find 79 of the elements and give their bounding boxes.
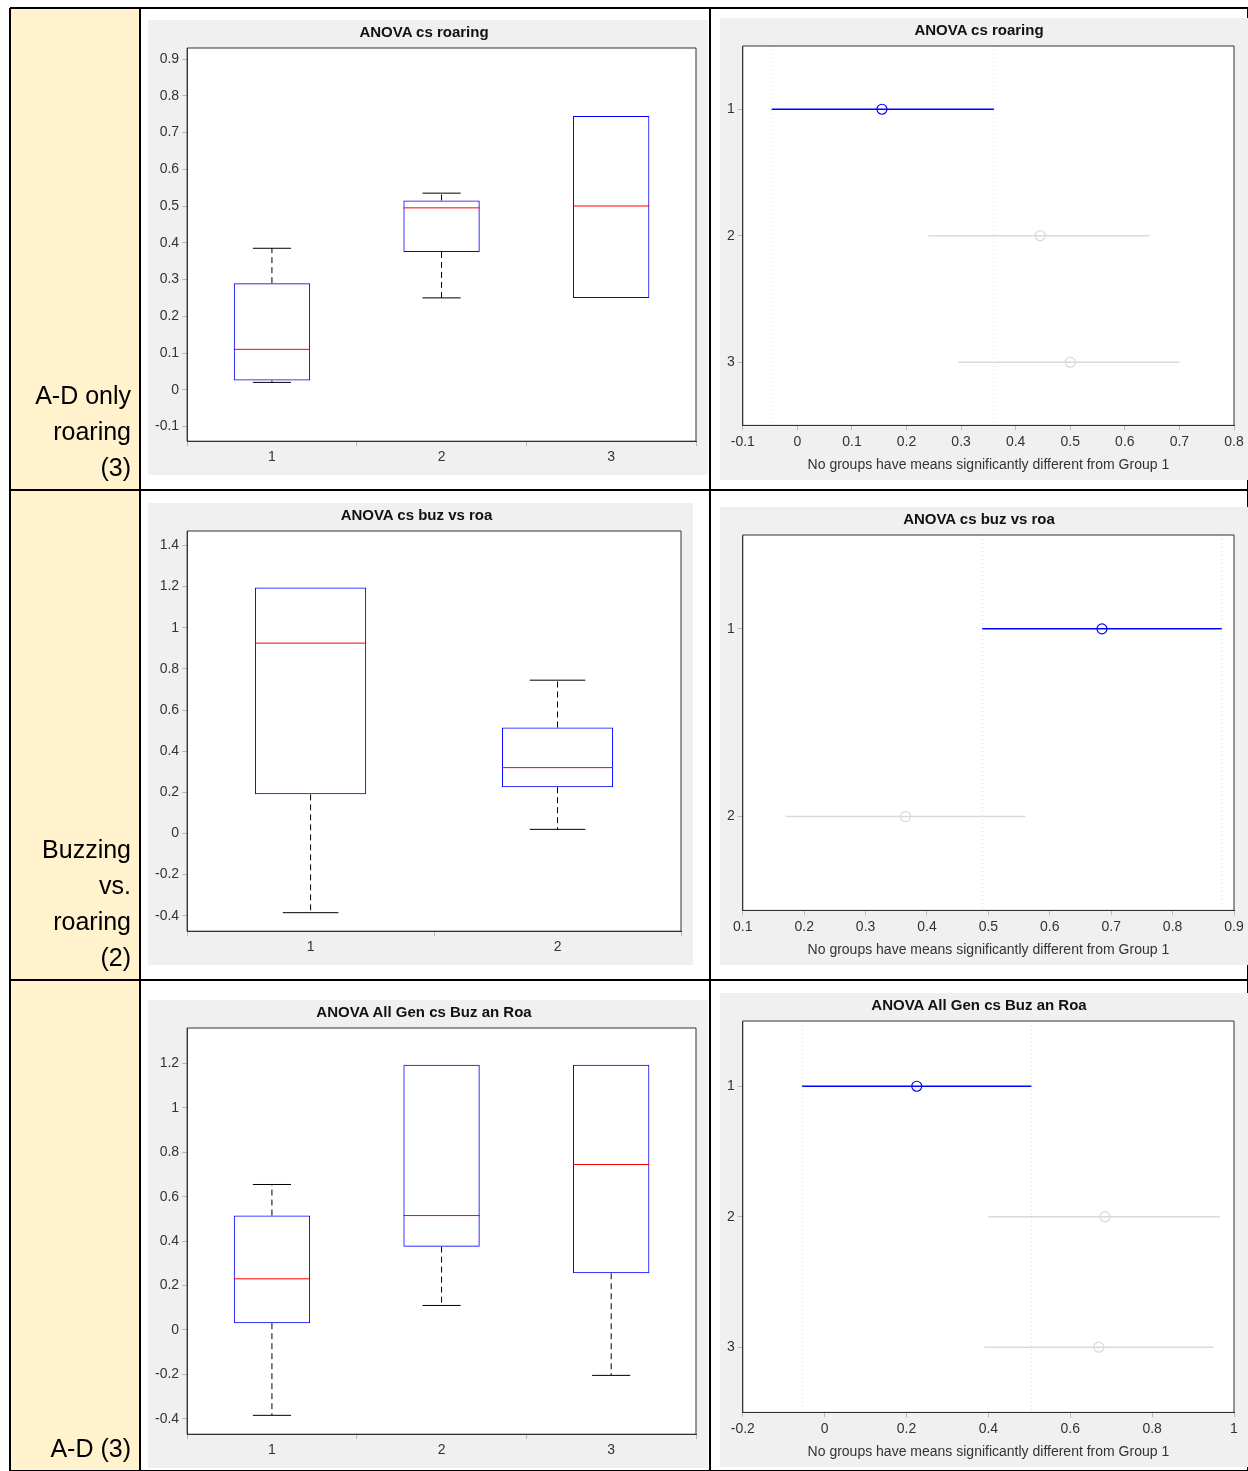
y-tick-label: 1 xyxy=(726,1077,735,1094)
y-tick-label: 3 xyxy=(726,1338,735,1355)
x-tick-label: 0.4 xyxy=(978,1419,999,1436)
x-tick-label: 0 xyxy=(793,432,802,449)
x-tick-label: 3 xyxy=(607,1441,616,1458)
y-tick-label: 2 xyxy=(726,1207,735,1224)
y-tick-label: -0.2 xyxy=(155,865,180,882)
y-tick-label: 0.2 xyxy=(159,783,180,800)
x-axis-title: No groups have means significantly different from Group 1 xyxy=(807,941,1170,958)
y-tick-label: 2 xyxy=(726,807,735,824)
x-tick-label: 0.7 xyxy=(1101,917,1122,934)
y-tick-label: 0.4 xyxy=(159,1231,180,1248)
x-tick-label: 0.5 xyxy=(978,917,999,934)
y-tick-label: 0.9 xyxy=(159,49,180,66)
chart-title: ANOVA cs roaring xyxy=(914,21,1044,39)
x-tick-label: 0.8 xyxy=(1162,917,1183,934)
x-tick-label: 0.4 xyxy=(917,917,937,934)
y-tick-label: -0.1 xyxy=(155,417,180,434)
x-axis-title: No groups have means significantly different from Group 1 xyxy=(807,1443,1170,1460)
chart-title: ANOVA cs buz vs roa xyxy=(903,510,1056,528)
x-tick-label: 0.4 xyxy=(1005,432,1026,449)
y-tick-label: 0.6 xyxy=(159,160,180,177)
chart-title: ANOVA cs buz vs roa xyxy=(340,506,493,524)
y-tick-label: 0.7 xyxy=(159,123,180,140)
y-tick-label: 0.8 xyxy=(159,1143,180,1160)
y-tick-label: 1.4 xyxy=(159,536,180,553)
y-tick-label: 0.4 xyxy=(159,742,180,759)
y-tick-label: 1 xyxy=(171,618,180,635)
y-tick-label: -0.2 xyxy=(155,1365,180,1382)
y-tick-label: -0.4 xyxy=(155,1409,180,1426)
y-tick-label: 0.2 xyxy=(159,307,180,324)
text: A-D (3) xyxy=(50,1433,131,1464)
x-tick-label: 0.5 xyxy=(1060,432,1081,449)
x-tick-label: 0.7 xyxy=(1169,432,1190,449)
chart-title: ANOVA All Gen cs Buz an Roa xyxy=(316,1003,533,1021)
x-tick-label: 0.6 xyxy=(1040,917,1060,934)
y-tick-label: 0.6 xyxy=(159,700,180,717)
x-tick-label: 1 xyxy=(1230,1419,1239,1436)
x-tick-label: 0.2 xyxy=(896,432,917,449)
y-tick-label: 0.6 xyxy=(159,1187,180,1204)
y-tick-label: 3 xyxy=(726,353,735,370)
y-tick-label: 0.8 xyxy=(159,659,180,676)
x-tick-label: 2 xyxy=(437,448,446,465)
x-tick-label: 0.2 xyxy=(896,1419,917,1436)
text: Buzzing vs. roaring (2) xyxy=(41,834,131,973)
y-tick-label: 1 xyxy=(726,100,735,117)
x-tick-label: 0.8 xyxy=(1142,1419,1163,1436)
x-tick-label: 3 xyxy=(607,448,616,465)
x-tick-label: 0.2 xyxy=(794,917,815,934)
x-tick-label: 1 xyxy=(268,448,277,465)
y-tick-label: -0.4 xyxy=(155,906,180,923)
x-tick-label: 0.8 xyxy=(1224,432,1244,449)
x-tick-label: 0.6 xyxy=(1060,1419,1081,1436)
y-tick-label: 0.5 xyxy=(159,196,180,213)
chart-title: ANOVA cs roaring xyxy=(359,23,489,41)
chart-title: ANOVA All Gen cs Buz an Roa xyxy=(871,996,1088,1014)
x-tick-label: 0.6 xyxy=(1115,432,1135,449)
y-tick-label: 1.2 xyxy=(159,577,180,594)
y-tick-label: 0.8 xyxy=(159,86,180,103)
x-tick-label: 2 xyxy=(437,1441,446,1458)
y-tick-label: 0.4 xyxy=(159,233,180,250)
y-tick-label: 0 xyxy=(171,824,180,841)
y-tick-label: 0.2 xyxy=(159,1276,180,1293)
y-tick-label: 1 xyxy=(171,1098,180,1115)
x-tick-label: 0.1 xyxy=(842,432,862,449)
x-tick-label: 0.3 xyxy=(951,432,972,449)
y-tick-label: 0.1 xyxy=(159,343,180,360)
text: A-D only roaring (3) xyxy=(34,380,131,483)
y-tick-label: 1 xyxy=(726,619,735,636)
y-tick-label: 1.2 xyxy=(159,1054,180,1071)
x-tick-label: 0.9 xyxy=(1224,917,1244,934)
y-tick-label: 2 xyxy=(726,226,735,243)
y-tick-label: 0.3 xyxy=(159,270,180,287)
x-axis-title: No groups have means significantly different from Group 1 xyxy=(807,456,1170,473)
x-tick-label: 0.3 xyxy=(855,917,876,934)
x-tick-label: 0 xyxy=(820,1419,829,1436)
y-tick-label: 0 xyxy=(171,380,180,397)
y-tick-label: 0 xyxy=(171,1320,180,1337)
x-tick-label: 1 xyxy=(268,1441,277,1458)
